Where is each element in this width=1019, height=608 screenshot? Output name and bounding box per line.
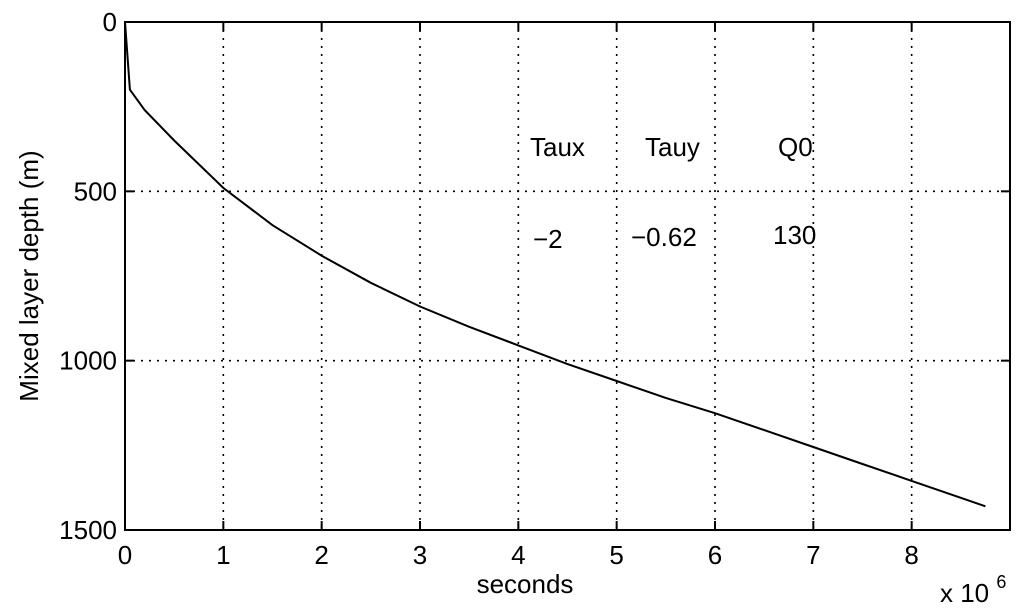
grid-layer (125, 22, 1010, 530)
series-line-0 (124, 21, 986, 508)
ticks-layer (124, 21, 1010, 531)
x-axis-multiplier: x 10 6 (940, 572, 1006, 608)
annotation-header-q0: Q0 (778, 132, 813, 162)
x-axis-label: seconds (477, 569, 574, 599)
x-tick-label: 4 (511, 540, 525, 570)
parameter-annotation: Taux Tauy Q0 −2 −0.62 130 (530, 132, 816, 254)
x-tick-label: 5 (609, 540, 623, 570)
annotation-header-tauy: Tauy (645, 132, 700, 162)
x-tick-label: 1 (216, 540, 230, 570)
x-tick-label: 8 (904, 540, 918, 570)
y-tick-label: 500 (74, 176, 117, 206)
y-tick-label: 0 (103, 7, 117, 37)
annotation-value-tauy: −0.62 (631, 222, 697, 252)
annotation-header-taux: Taux (530, 132, 585, 162)
x-axis-multiplier-base: x 10 (940, 578, 989, 608)
y-axis-label: Mixed layer depth (m) (14, 150, 44, 401)
x-tick-label: 3 (413, 540, 427, 570)
y-tick-label: 1000 (59, 346, 117, 376)
x-tick-label: 0 (118, 540, 132, 570)
x-tick-label: 7 (806, 540, 820, 570)
plot-frame (124, 21, 1011, 531)
annotation-value-q0: 130 (773, 220, 816, 250)
x-tick-label: 6 (708, 540, 722, 570)
y-tick-label: 1500 (59, 515, 117, 545)
x-tick-label: 2 (314, 540, 328, 570)
labels-layer: 0 1 2 3 4 5 6 7 8 0 500 1000 1500 (59, 7, 919, 570)
x-axis-multiplier-exponent: 6 (996, 572, 1006, 592)
annotation-value-taux: −2 (533, 224, 563, 254)
series-layer (124, 21, 986, 508)
